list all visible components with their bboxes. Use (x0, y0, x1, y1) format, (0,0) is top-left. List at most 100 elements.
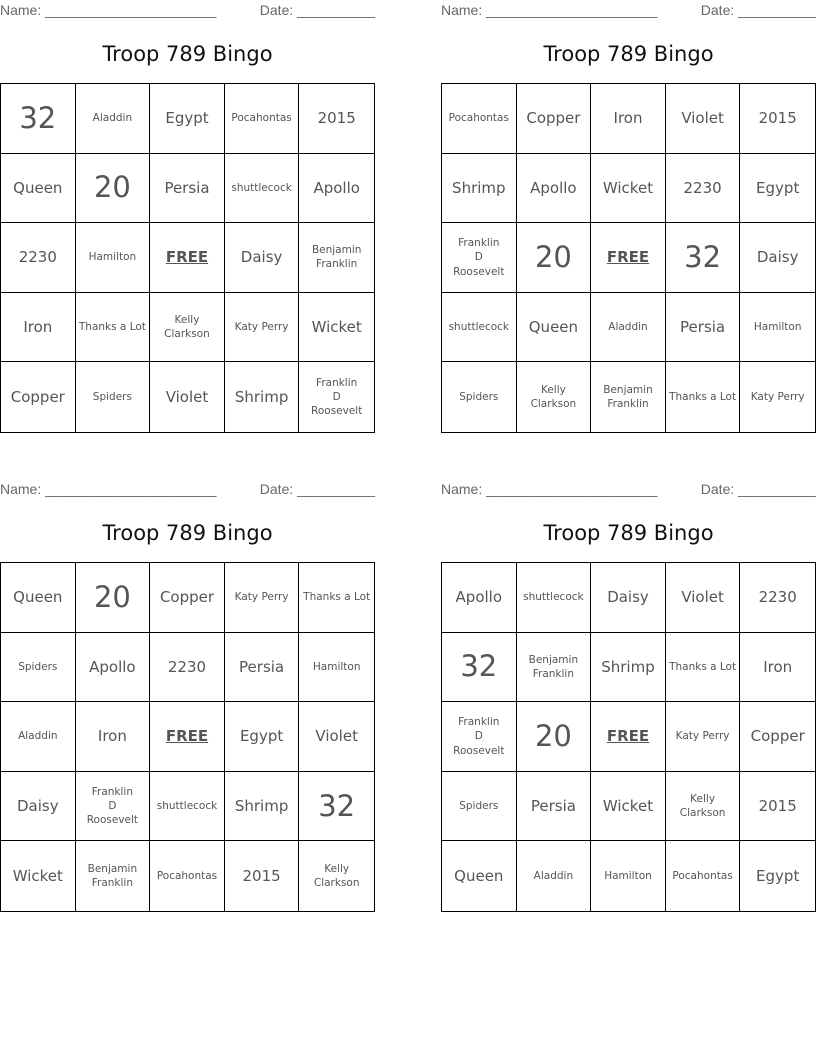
name-field[interactable]: Name: ______________________ (441, 481, 658, 497)
bingo-cell: Wicket (299, 293, 374, 363)
card-header: Name: ______________________ Date: _____… (0, 2, 375, 20)
bingo-cell: Violet (665, 563, 741, 633)
free-space: FREE (150, 223, 225, 293)
bingo-cell: Aladdin (517, 841, 592, 911)
bingo-cell: Iron (1, 292, 76, 363)
bingo-cell: Shrimp (224, 771, 300, 842)
bingo-cell: Iron (591, 84, 666, 154)
bingo-cell: Kelly Clarkson (517, 362, 592, 432)
bingo-cell: Shrimp (591, 632, 666, 703)
bingo-cell: Egypt (756, 867, 800, 886)
bingo-cell: Thanks a Lot (666, 362, 741, 432)
card-title: Troop 789 Bingo (543, 42, 714, 66)
bingo-cell: Spiders (442, 362, 517, 432)
bingo-cell: Iron (75, 702, 151, 772)
bingo-cell: Pocahontas (666, 841, 741, 911)
bingo-cell: Hamilton (299, 633, 374, 703)
bingo-grid: Apollo shuttlecock Daisy Violet 2230 32 Benjam… (441, 562, 816, 912)
bingo-cell: Katy Perry (750, 391, 805, 404)
bingo-cell: Benjamin Franklin (76, 841, 151, 911)
bingo-cell: Aladdin (1, 702, 76, 772)
bingo-cell: Kelly Clarkson (313, 863, 360, 890)
bingo-cell: Franklin D Roosevelt (442, 702, 517, 772)
bingo-cell: Egypt (740, 154, 815, 224)
bingo-cell: Katy Perry (224, 292, 300, 363)
bingo-cell: Violet (150, 362, 225, 432)
date-field[interactable]: Date: __________ (700, 2, 816, 18)
bingo-cell: Shrimp (225, 362, 300, 432)
bingo-cell: 2230 (740, 563, 815, 633)
card-header: Name: ______________________ Date: _____… (441, 2, 816, 20)
free-space: FREE (150, 702, 225, 772)
bingo-cell: Benjamin Franklin (591, 362, 666, 432)
bingo-cell: Thanks a Lot (665, 632, 741, 703)
bingo-cell: Persia (224, 632, 300, 703)
bingo-cell: Katy Perry (665, 702, 741, 772)
bingo-cell: Kelly Clarkson (150, 292, 225, 363)
bingo-cell: Egypt (224, 702, 300, 772)
bingo-cell: Queen (1, 563, 76, 633)
bingo-cell: Franklin D Roosevelt (311, 376, 363, 418)
bingo-grid: Pocahontas Copper Iron Violet 2015 Shrimp Apol… (441, 83, 816, 433)
bingo-cell: Benjamin Franklin (516, 632, 592, 703)
name-field[interactable]: Name: ______________________ (0, 2, 217, 18)
bingo-cell: 32 (299, 772, 374, 842)
date-field[interactable]: Date: __________ (259, 2, 375, 18)
bingo-cell: Spiders (76, 362, 151, 432)
bingo-cell: Spiders (1, 632, 76, 703)
free-space: FREE (591, 702, 666, 772)
bingo-cell: 2015 (299, 84, 374, 154)
bingo-grid: Queen 20 Copper Katy Perry Thanks a Lot Spide… (0, 562, 375, 912)
bingo-cell: Apollo (75, 632, 151, 703)
bingo-cell: 20 (75, 153, 151, 224)
bingo-cell: Shrimp (442, 153, 517, 224)
bingo-cell: Apollo (442, 563, 517, 633)
bingo-cell: Thanks a Lot (75, 292, 151, 363)
name-field[interactable]: Name: ______________________ (0, 481, 217, 497)
bingo-cell: Persia (516, 771, 592, 842)
bingo-cell: 2230 (150, 632, 225, 703)
bingo-cell: shuttlecock (224, 153, 300, 224)
bingo-cell: Wicket (591, 153, 666, 224)
bingo-cell: Benjamin Franklin (299, 223, 374, 293)
bingo-cell: 32 (442, 632, 517, 703)
card-title: Troop 789 Bingo (543, 521, 714, 545)
bingo-cell: 2015 (740, 772, 815, 842)
bingo-cell: Apollo (516, 153, 592, 224)
card-title: Troop 789 Bingo (102, 42, 273, 66)
bingo-cell: shuttlecock (442, 292, 517, 363)
bingo-cell: Daisy (1, 771, 76, 842)
bingo-cell: Queen (516, 292, 592, 363)
bingo-cell: Copper (150, 563, 225, 633)
bingo-cell: Daisy (740, 223, 815, 293)
bingo-cell: Persia (150, 153, 225, 224)
bingo-cell: Queen (442, 841, 517, 911)
card-header: Name: ______________________ Date: _____… (0, 481, 375, 499)
bingo-cell: Pocahontas (442, 84, 517, 154)
date-field[interactable]: Date: __________ (700, 481, 816, 497)
bingo-cell: 2230 (1, 223, 76, 293)
bingo-cell: Persia (665, 292, 741, 363)
bingo-cell: Copper (1, 362, 76, 432)
bingo-cell: Aladdin (591, 292, 666, 363)
bingo-cell: Hamilton (591, 841, 666, 911)
bingo-cell: Daisy (591, 563, 666, 633)
bingo-cell: Hamilton (75, 223, 151, 293)
bingo-cell: Franklin D Roosevelt (75, 771, 151, 842)
bingo-cell: Wicket (591, 771, 666, 842)
bingo-cell: Apollo (299, 154, 374, 224)
bingo-cell: Queen (1, 153, 76, 224)
bingo-cell: Violet (299, 702, 374, 772)
bingo-cell: 32 (665, 223, 741, 293)
bingo-cell: Iron (740, 633, 815, 703)
bingo-cell: 2015 (225, 841, 300, 911)
name-field[interactable]: Name: ______________________ (441, 2, 658, 18)
date-field[interactable]: Date: __________ (259, 481, 375, 497)
bingo-cell: Daisy (224, 223, 300, 293)
bingo-cell: Katy Perry (224, 563, 300, 633)
bingo-cell: Egypt (150, 84, 225, 154)
bingo-cell: Copper (740, 702, 815, 772)
bingo-cell: Spiders (442, 771, 517, 842)
bingo-cell: 20 (516, 223, 592, 293)
bingo-cell: Copper (516, 84, 592, 154)
